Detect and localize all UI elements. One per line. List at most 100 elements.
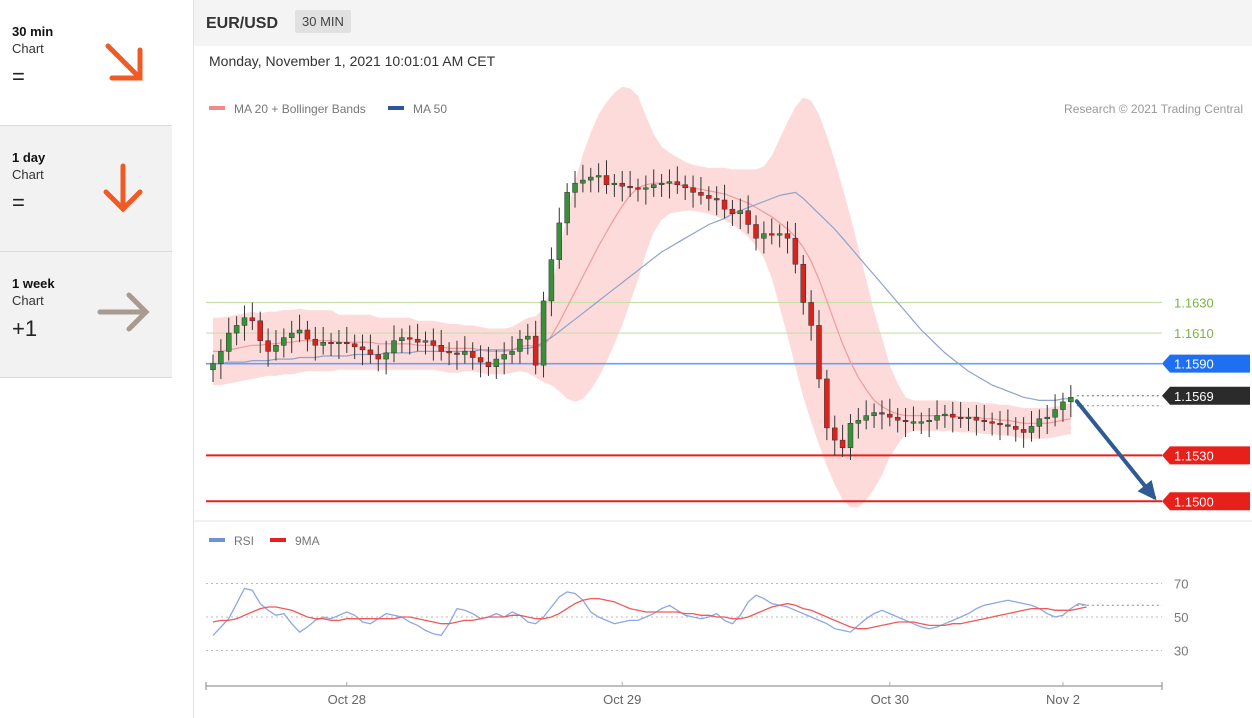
- candle-body: [721, 199, 728, 210]
- candle: [973, 404, 980, 436]
- x-tick-label: Nov 2: [1046, 692, 1080, 707]
- candle: [351, 334, 358, 360]
- candle: [540, 291, 547, 378]
- candle: [997, 411, 1003, 441]
- legend-swatch: [270, 538, 286, 542]
- candle-body: [446, 351, 452, 354]
- candle-body: [469, 351, 476, 358]
- candle: [926, 408, 932, 438]
- forecast-arrow-line: [1074, 399, 1156, 500]
- candle-body: [399, 337, 405, 341]
- candle: [359, 334, 366, 366]
- candle-body: [745, 210, 751, 225]
- candle: [1044, 404, 1050, 434]
- candle: [784, 221, 791, 254]
- candle-body: [729, 208, 736, 215]
- candle-body: [619, 182, 625, 187]
- x-tick-label: Oct 30: [871, 692, 909, 707]
- candle: [477, 345, 484, 378]
- candle-body: [690, 187, 696, 193]
- candle: [942, 404, 948, 428]
- level-label: 1.1590: [1174, 357, 1214, 372]
- candle: [383, 340, 389, 375]
- candle-body: [627, 185, 633, 189]
- timeframe-symbol: =: [12, 64, 25, 89]
- candle-body: [344, 341, 350, 345]
- candle: [753, 215, 759, 251]
- candle-body: [918, 421, 925, 424]
- candle: [887, 398, 893, 427]
- candle: [721, 184, 728, 219]
- candle: [682, 175, 688, 200]
- currency-pair: EUR/USD: [206, 15, 279, 32]
- candle-body: [973, 416, 980, 421]
- candle-body: [674, 181, 681, 185]
- timeframe-card-1day[interactable]: 1 day Chart =: [0, 126, 172, 252]
- level-lines: [206, 301, 1162, 503]
- candle: [965, 408, 972, 431]
- candle-body: [1060, 401, 1066, 410]
- candle: [934, 400, 940, 430]
- candle-body: [650, 184, 657, 189]
- arrow-down-icon: [103, 163, 143, 213]
- candle-body: [800, 263, 806, 303]
- candle: [698, 177, 704, 205]
- candle: [855, 408, 862, 439]
- x-axis: Oct 28 Oct 29 Oct 30 Nov 2: [205, 682, 1163, 707]
- candle: [218, 339, 224, 379]
- candle-body: [548, 259, 555, 302]
- candle: [1036, 409, 1043, 439]
- candle: [257, 311, 263, 353]
- candle: [517, 330, 523, 364]
- candle: [281, 328, 287, 358]
- chart-legend: MA 20 + Bollinger Bands MA 50 Research © 2…: [209, 102, 1243, 116]
- candle-body: [942, 413, 948, 416]
- candle: [532, 320, 539, 375]
- timeframe-card-30min[interactable]: 30 min Chart =: [0, 0, 172, 126]
- candle-body: [776, 233, 783, 236]
- candle-body: [910, 421, 917, 424]
- timeframe-card-1week[interactable]: 1 week Chart +1: [0, 252, 172, 378]
- candle: [233, 316, 240, 346]
- candle-body: [643, 187, 649, 190]
- rsi-9ma-line: [212, 597, 1087, 630]
- candle: [1052, 394, 1058, 427]
- candle: [344, 326, 350, 353]
- candle-body: [831, 427, 838, 441]
- rsi-level-label: 50: [1174, 610, 1188, 625]
- candle: [729, 200, 736, 226]
- candle-body: [225, 332, 232, 352]
- candle: [548, 247, 555, 317]
- candle: [1028, 411, 1035, 442]
- candle-body: [273, 345, 279, 352]
- candle-body: [706, 195, 712, 199]
- legend-label: MA 20 + Bollinger Bands: [234, 102, 366, 116]
- candle-body: [540, 300, 547, 366]
- candle: [588, 167, 594, 193]
- candle-body: [525, 335, 531, 340]
- candle: [894, 408, 901, 433]
- bollinger-band-area: [213, 86, 1071, 508]
- candle-body: [407, 337, 413, 340]
- candle: [611, 174, 618, 197]
- timeframe-badge: 30 MIN: [295, 10, 351, 33]
- timeframe-subtitle: Chart: [12, 293, 44, 308]
- level-label: 1.1610: [1174, 326, 1214, 341]
- timeframe-title: 1 week: [12, 276, 55, 291]
- candle-body: [241, 317, 248, 326]
- candle: [761, 221, 767, 254]
- forecast-arrow-head: [1137, 479, 1157, 501]
- candle-body: [611, 182, 618, 185]
- x-tick-label: Oct 29: [603, 692, 641, 707]
- candle: [674, 166, 681, 194]
- level-label: 1.1569: [1174, 389, 1214, 404]
- candle-body: [304, 329, 311, 340]
- legend-label: 9MA: [295, 534, 320, 548]
- candle: [501, 342, 507, 375]
- candle: [493, 349, 500, 379]
- arrow-down-right-icon: [105, 43, 143, 81]
- candle: [792, 222, 799, 274]
- candle: [776, 224, 783, 248]
- candle-body: [1052, 409, 1058, 418]
- candle: [509, 336, 515, 364]
